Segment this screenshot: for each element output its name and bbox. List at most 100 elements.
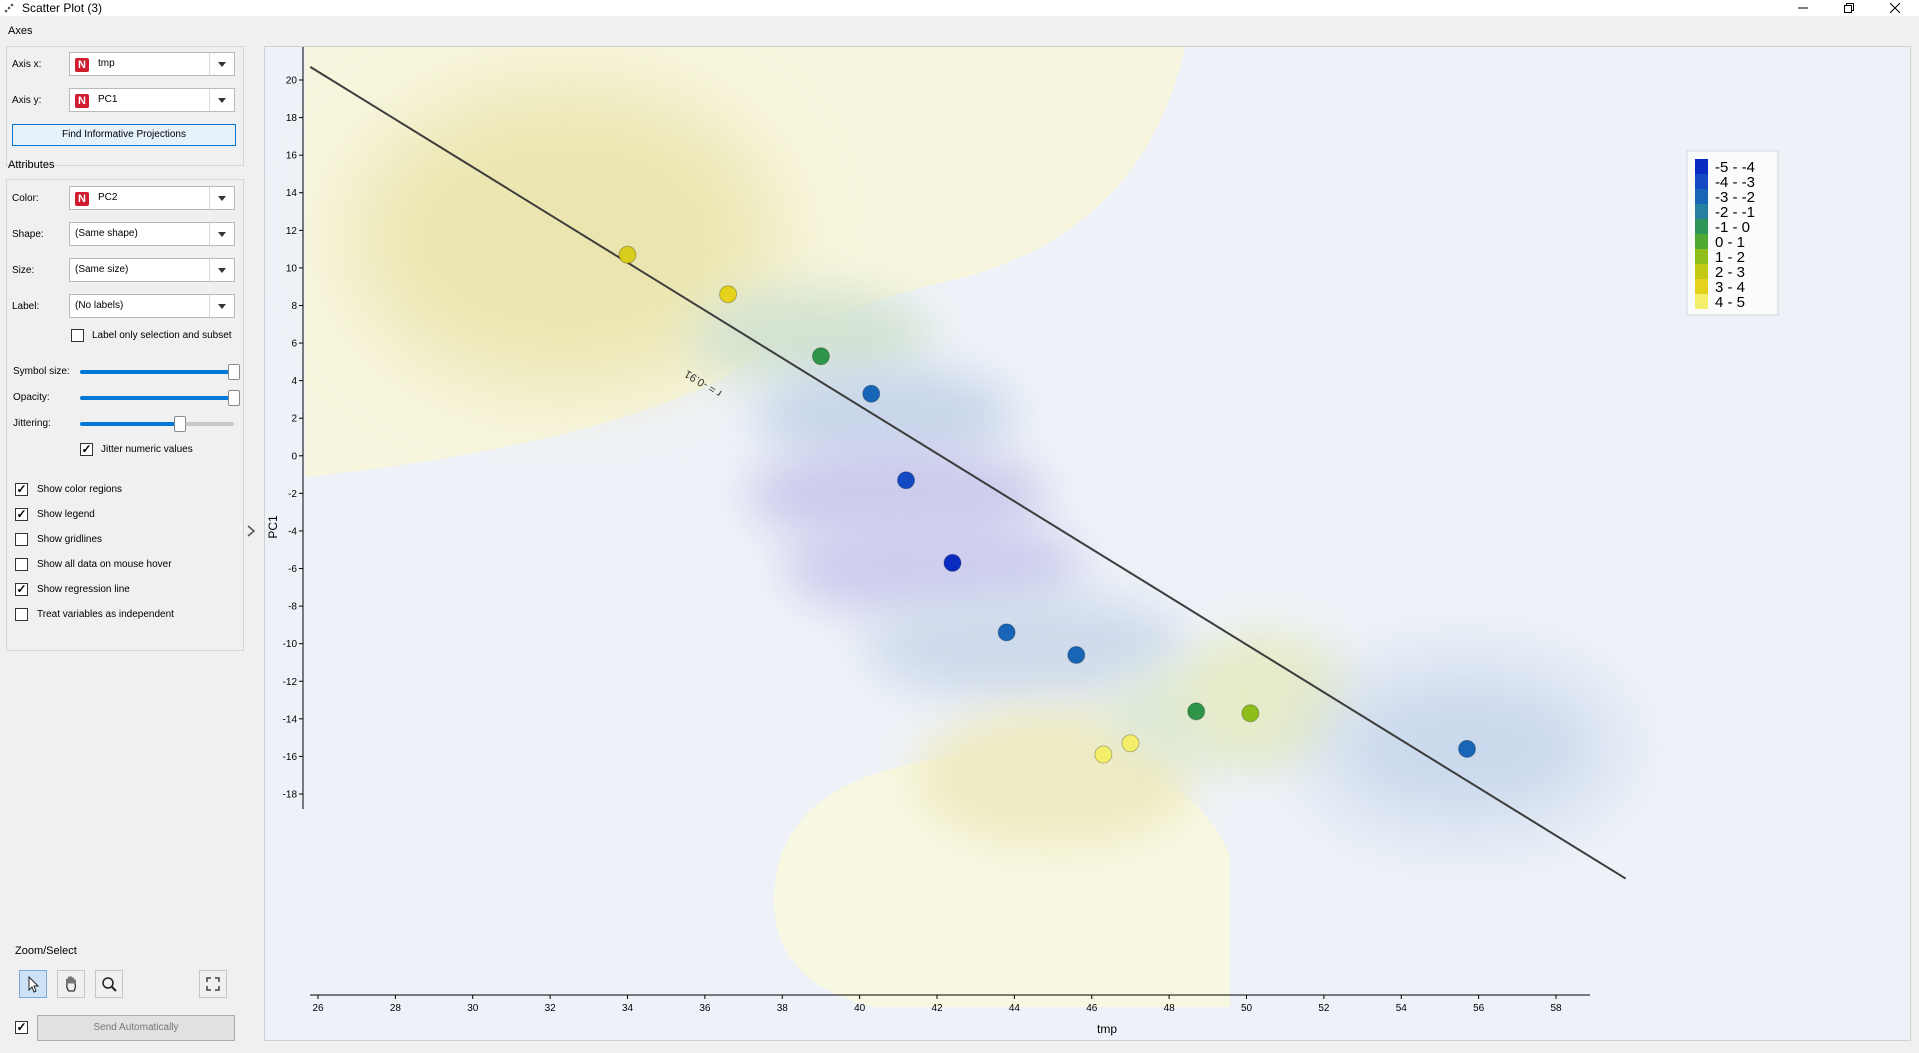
color-regions xyxy=(265,47,1910,1040)
x-tick-label: 38 xyxy=(777,1003,789,1014)
chevron-down-icon xyxy=(209,53,234,75)
x-tick-label: 30 xyxy=(467,1003,479,1014)
axis-y-value: PC1 xyxy=(98,94,118,105)
x-tick-label: 40 xyxy=(854,1003,866,1014)
close-button[interactable] xyxy=(1875,0,1915,16)
y-tick-label: -14 xyxy=(283,714,298,725)
select-tool-button[interactable] xyxy=(19,970,47,998)
option-label-5: Treat variables as independent xyxy=(37,609,174,620)
chevron-right-icon[interactable] xyxy=(246,524,256,538)
data-point[interactable] xyxy=(811,347,830,366)
legend-label: 1 - 2 xyxy=(1715,249,1745,266)
option-checkbox-3[interactable] xyxy=(15,558,28,571)
data-point[interactable] xyxy=(897,471,916,490)
x-tick-label: 52 xyxy=(1318,1003,1330,1014)
jitter-numeric-label: Jitter numeric values xyxy=(101,444,193,455)
y-tick-label: 6 xyxy=(291,339,297,350)
data-point[interactable] xyxy=(1458,739,1477,758)
data-point[interactable] xyxy=(1121,734,1140,753)
legend-label: 2 - 3 xyxy=(1715,264,1745,281)
y-tick-label: -10 xyxy=(283,639,298,650)
option-checkbox-2[interactable] xyxy=(15,533,28,546)
y-tick-label: -4 xyxy=(288,526,297,537)
y-tick-label: 0 xyxy=(291,451,297,462)
title-bar: Scatter Plot (3) xyxy=(0,0,1919,16)
color-region-lightgreen-bottom xyxy=(1180,632,1350,762)
legend-swatch xyxy=(1695,234,1708,249)
shape-combo[interactable]: (Same shape) xyxy=(69,222,235,246)
close-icon xyxy=(1889,2,1901,14)
legend-label: -3 - -2 xyxy=(1715,189,1755,206)
hand-icon xyxy=(66,976,76,992)
opacity-label: Opacity: xyxy=(13,392,50,403)
y-tick-label: -12 xyxy=(283,677,298,688)
data-point[interactable] xyxy=(719,285,738,304)
data-point[interactable] xyxy=(1067,645,1086,664)
option-checkbox-0[interactable]: ✓ xyxy=(15,482,28,496)
symbol-size-slider-handle[interactable] xyxy=(228,364,240,380)
y-tick-label: 10 xyxy=(286,263,298,274)
opacity-slider-handle[interactable] xyxy=(228,390,240,406)
send-automatically-button[interactable]: Send Automatically xyxy=(37,1015,235,1041)
send-automatically-checkbox[interactable]: ✓ xyxy=(15,1020,28,1034)
zoom-tool-button[interactable] xyxy=(95,970,123,998)
size-value: (Same size) xyxy=(75,264,129,275)
minimize-button[interactable] xyxy=(1783,0,1823,16)
pan-tool-button[interactable] xyxy=(57,970,85,998)
scatter-plot-canvas[interactable]: 20181614121086420-2-4-6-8-10-12-14-16-18… xyxy=(265,47,1910,1040)
y-axis-label: PC1 xyxy=(266,515,280,539)
data-point[interactable] xyxy=(943,553,962,572)
shape-value: (Same shape) xyxy=(75,228,138,239)
option-checkbox-4[interactable]: ✓ xyxy=(15,582,28,596)
y-tick-label: -16 xyxy=(283,752,298,763)
data-point[interactable] xyxy=(1187,702,1206,721)
axes-group-label: Axes xyxy=(8,25,33,37)
chevron-down-icon xyxy=(209,223,234,245)
opacity-slider-fill xyxy=(80,396,234,400)
x-tick-label: 56 xyxy=(1473,1003,1485,1014)
legend-swatch xyxy=(1695,204,1708,219)
x-tick-label: 48 xyxy=(1164,1003,1176,1014)
axis-x-combo[interactable]: N tmp xyxy=(69,52,235,76)
color-label: Color: xyxy=(12,193,39,204)
data-point[interactable] xyxy=(1241,704,1260,723)
find-informative-projections-button[interactable]: Find Informative Projections xyxy=(12,124,236,146)
jittering-slider-handle[interactable] xyxy=(174,416,187,432)
y-tick-label: 2 xyxy=(291,414,297,425)
color-combo[interactable]: N PC2 xyxy=(69,186,235,210)
legend-label: -1 - 0 xyxy=(1715,219,1750,236)
label-value: (No labels) xyxy=(75,300,124,311)
x-tick-label: 46 xyxy=(1086,1003,1098,1014)
option-checkbox-1[interactable]: ✓ xyxy=(15,507,28,521)
scatter-plot-app-icon xyxy=(4,3,14,13)
restore-button[interactable] xyxy=(1829,0,1869,16)
x-tick-label: 54 xyxy=(1396,1003,1408,1014)
option-checkbox-5[interactable] xyxy=(15,608,28,621)
x-tick-label: 36 xyxy=(699,1003,711,1014)
reset-zoom-button[interactable] xyxy=(199,970,227,998)
fit-to-view-icon xyxy=(206,977,220,991)
axis-x-value: tmp xyxy=(98,58,115,69)
size-combo[interactable]: (Same size) xyxy=(69,258,235,282)
legend-swatch xyxy=(1695,294,1708,309)
label-combo[interactable]: (No labels) xyxy=(69,294,235,318)
data-point[interactable] xyxy=(1094,745,1113,764)
data-points xyxy=(618,245,1477,764)
color-value: PC2 xyxy=(98,192,118,203)
axis-y-combo[interactable]: N PC1 xyxy=(69,88,235,112)
option-label-1: Show legend xyxy=(37,509,95,520)
numeric-variable-icon: N xyxy=(75,58,89,72)
x-tick-label: 28 xyxy=(390,1003,402,1014)
jitter-numeric-checkbox[interactable]: ✓ xyxy=(80,442,93,456)
plot-area[interactable]: 20 18 16 14 12 10 8 6 4 2 0 -2 -4 -6 -8 -10 -12 -14 -16 -18… xyxy=(264,46,1911,1041)
data-point[interactable] xyxy=(997,623,1016,642)
y-tick-label: 12 xyxy=(286,226,298,237)
y-tick-label: -2 xyxy=(288,489,297,500)
label-only-selection-checkbox[interactable] xyxy=(71,329,84,342)
data-point[interactable] xyxy=(618,245,637,264)
data-point[interactable] xyxy=(862,384,881,403)
legend-swatch xyxy=(1695,159,1708,174)
zoom-select-label: Zoom/Select xyxy=(15,945,77,957)
option-label-0: Show color regions xyxy=(37,484,123,495)
magnifier-icon xyxy=(102,977,117,992)
